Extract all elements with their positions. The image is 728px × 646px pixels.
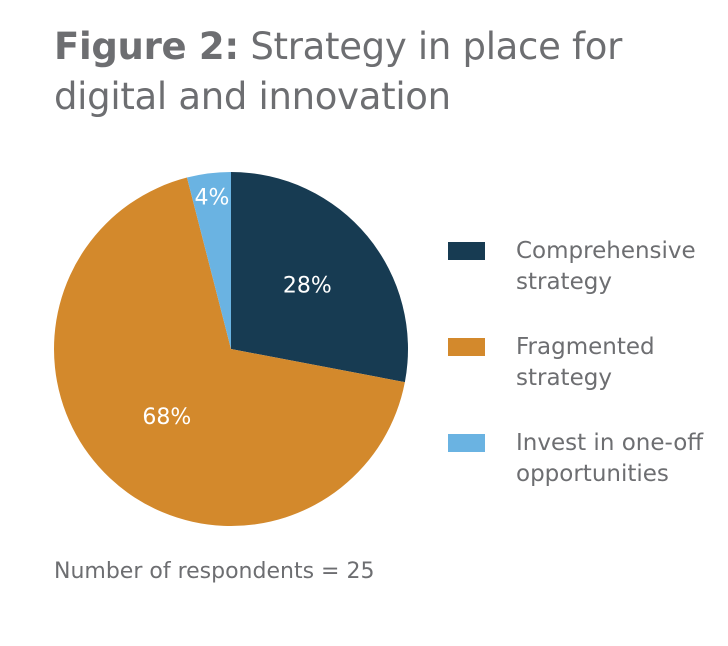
pie-slice-one-off bbox=[186, 172, 231, 349]
legend-label-one-off: Invest in one-off opportunities bbox=[516, 430, 704, 487]
legend-item-comprehensive: Comprehensive strategy bbox=[448, 236, 718, 332]
legend-swatch-one-off bbox=[448, 434, 485, 452]
pie-slice-comprehensive bbox=[231, 172, 409, 383]
legend-item-one-off: Invest in one-off opportunities bbox=[448, 428, 718, 524]
legend-swatch-comprehensive bbox=[448, 242, 485, 260]
data-label-fragmented: 68% bbox=[142, 405, 191, 430]
pie-slice-fragmented bbox=[53, 177, 405, 526]
legend-swatch-fragmented bbox=[448, 338, 485, 356]
respondents-note: Number of respondents = 25 bbox=[54, 559, 375, 584]
legend-label-comprehensive: Comprehensive strategy bbox=[516, 238, 696, 295]
legend: Comprehensive strategy Fragmented strate… bbox=[448, 236, 718, 524]
chart-title: Figure 2: Strategy in place for digital … bbox=[54, 22, 694, 122]
title-text: Strategy in place for digital and innova… bbox=[54, 25, 622, 118]
figure-label: Figure 2: bbox=[54, 25, 239, 68]
legend-item-fragmented: Fragmented strategy bbox=[448, 332, 718, 428]
data-label-comprehensive: 28% bbox=[283, 273, 332, 298]
legend-label-fragmented: Fragmented strategy bbox=[516, 334, 655, 391]
data-label-one-off: 4% bbox=[194, 185, 229, 210]
